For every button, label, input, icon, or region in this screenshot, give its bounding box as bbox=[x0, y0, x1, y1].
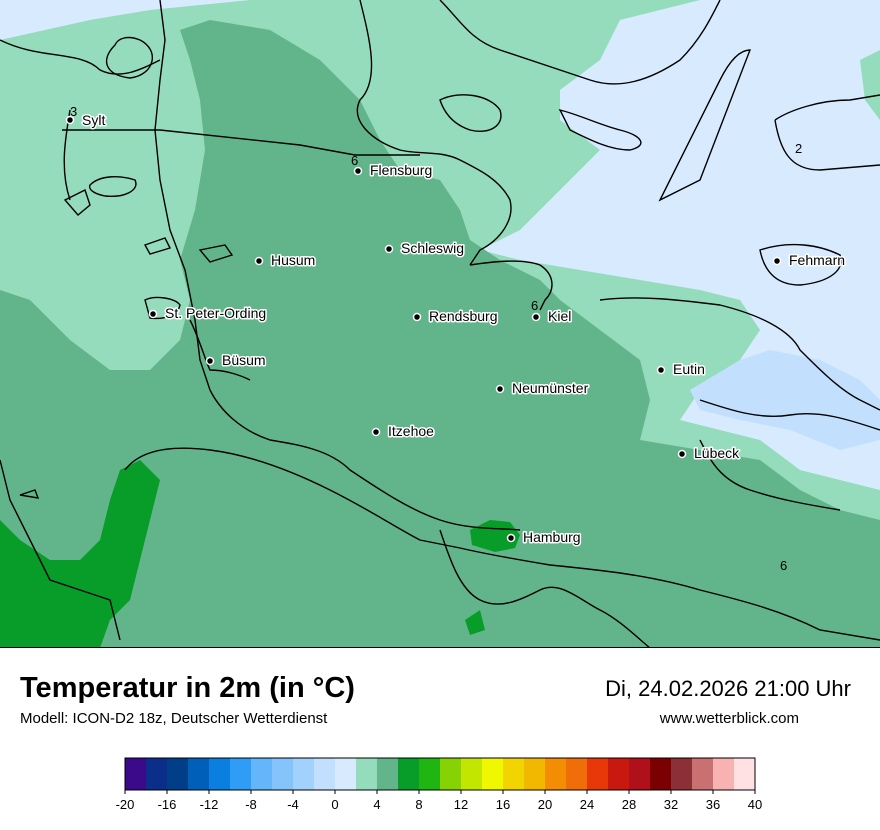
map-title: Temperatur in 2m (in °C) bbox=[20, 672, 355, 704]
legend-swatch bbox=[608, 758, 630, 790]
city-buesum: Büsum bbox=[205, 351, 267, 370]
city-label: Hamburg bbox=[523, 529, 581, 545]
legend-swatch bbox=[356, 758, 378, 790]
city-label: Büsum bbox=[222, 352, 266, 368]
city-label: Itzehoe bbox=[388, 423, 434, 439]
city-flensburg: Flensburg bbox=[353, 161, 434, 180]
legend-tick-label: 8 bbox=[415, 797, 422, 812]
legend-swatch bbox=[734, 758, 756, 790]
legend-swatch bbox=[272, 758, 294, 790]
map-footer: Temperatur in 2m (in °C) Modell: ICON-D2… bbox=[0, 648, 880, 830]
legend-swatch bbox=[503, 758, 525, 790]
legend-tick-label: -20 bbox=[116, 797, 135, 812]
legend-swatch bbox=[209, 758, 231, 790]
isoline-label-6-flensburg: 6 bbox=[351, 153, 358, 168]
color-legend: -20 -16 -12 -8 -4 0 4 8 12 16 20 24 28 32 36 40 bbox=[116, 757, 762, 812]
legend-ticks: -20 -16 -12 -8 -4 0 4 8 12 16 20 24 28 32 36 40 bbox=[116, 790, 762, 812]
legend-tick-label: -4 bbox=[287, 797, 299, 812]
legend-swatch bbox=[377, 758, 399, 790]
legend-swatch bbox=[524, 758, 546, 790]
legend-swatch bbox=[335, 758, 357, 790]
legend-tick-label: -8 bbox=[245, 797, 257, 812]
legend-tick-label: -16 bbox=[158, 797, 177, 812]
legend-swatch bbox=[188, 758, 210, 790]
legend-swatch bbox=[587, 758, 609, 790]
isoline-label-6-east: 6 bbox=[780, 558, 787, 573]
legend-swatch bbox=[650, 758, 672, 790]
legend-tick-label: -12 bbox=[200, 797, 219, 812]
legend-tick-label: 0 bbox=[331, 797, 338, 812]
city-eutin: Eutin bbox=[656, 360, 706, 379]
legend-swatch bbox=[629, 758, 651, 790]
isoline-label-3: 3 bbox=[70, 104, 77, 119]
temperature-map: 3 6 2 6 6 Sylt Flensburg Schleswig Husum… bbox=[0, 0, 880, 648]
legend-tick-label: 40 bbox=[748, 797, 762, 812]
city-label: Neumünster bbox=[512, 380, 589, 396]
isoline-label-6-kiel: 6 bbox=[531, 298, 538, 313]
city-label: Schleswig bbox=[401, 240, 464, 256]
city-st-peter-ording: St. Peter-Ording bbox=[148, 304, 268, 323]
legend-swatch bbox=[440, 758, 462, 790]
legend-swatch bbox=[713, 758, 735, 790]
website-link[interactable]: www.wetterblick.com bbox=[659, 710, 799, 727]
temp-area-6-8 bbox=[0, 460, 160, 648]
legend-swatch bbox=[146, 758, 168, 790]
city-label: Rendsburg bbox=[429, 308, 498, 324]
city-hamburg: Hamburg bbox=[506, 528, 582, 547]
legend-tick-label: 12 bbox=[454, 797, 468, 812]
model-subtitle: Modell: ICON-D2 18z, Deutscher Wetterdie… bbox=[20, 710, 328, 727]
legend-tick-label: 4 bbox=[373, 797, 380, 812]
legend-swatch bbox=[251, 758, 273, 790]
isoline-label-2: 2 bbox=[795, 141, 802, 156]
city-label: Sylt bbox=[82, 112, 105, 128]
city-label: St. Peter-Ording bbox=[165, 305, 266, 321]
legend-swatch bbox=[671, 758, 693, 790]
city-label: Eutin bbox=[673, 361, 705, 377]
city-itzehoe: Itzehoe bbox=[371, 422, 436, 441]
legend-swatch bbox=[419, 758, 441, 790]
legend-swatch bbox=[293, 758, 315, 790]
legend-tick-label: 20 bbox=[538, 797, 552, 812]
temp-area-0-2-pocket bbox=[690, 350, 880, 450]
city-label: Kiel bbox=[548, 308, 571, 324]
legend-tick-label: 36 bbox=[706, 797, 720, 812]
city-husum: Husum bbox=[254, 251, 317, 270]
legend-swatch bbox=[314, 758, 336, 790]
legend-swatch bbox=[461, 758, 483, 790]
city-label: Flensburg bbox=[370, 162, 432, 178]
forecast-datetime: Di, 24.02.2026 21:00 Uhr bbox=[605, 676, 851, 701]
city-sylt: Sylt bbox=[65, 111, 107, 130]
legend-swatch bbox=[230, 758, 252, 790]
temp-area-2-4-fehmarn bbox=[860, 50, 880, 120]
city-label: Fehmarn bbox=[789, 252, 845, 268]
legend-swatch bbox=[482, 758, 504, 790]
legend-tick-label: 32 bbox=[664, 797, 678, 812]
legend-tick-label: 28 bbox=[622, 797, 636, 812]
city-fehmarn: Fehmarn bbox=[772, 251, 847, 270]
legend-border bbox=[124, 757, 756, 791]
legend-swatch bbox=[692, 758, 714, 790]
city-label: Husum bbox=[271, 252, 315, 268]
city-schleswig: Schleswig bbox=[384, 239, 466, 258]
legend-swatch bbox=[566, 758, 588, 790]
temp-area-2-4-north bbox=[440, 0, 612, 140]
temp-area-6-8-south bbox=[465, 610, 485, 635]
legend-tick-label: 16 bbox=[496, 797, 510, 812]
legend-swatch bbox=[545, 758, 567, 790]
city-kiel: Kiel bbox=[531, 307, 573, 326]
legend-swatches bbox=[124, 757, 756, 791]
city-rendsburg: Rendsburg bbox=[412, 307, 499, 326]
city-luebeck: Lübeck bbox=[677, 444, 742, 463]
city-neumuenster: Neumünster bbox=[495, 379, 590, 398]
legend-swatch bbox=[167, 758, 189, 790]
legend-tick-label: 24 bbox=[580, 797, 594, 812]
temp-area-4-6 bbox=[0, 20, 880, 648]
city-label: Lübeck bbox=[694, 445, 740, 461]
legend-swatch bbox=[398, 758, 420, 790]
coastlines bbox=[0, 0, 880, 648]
legend-swatch bbox=[125, 758, 147, 790]
